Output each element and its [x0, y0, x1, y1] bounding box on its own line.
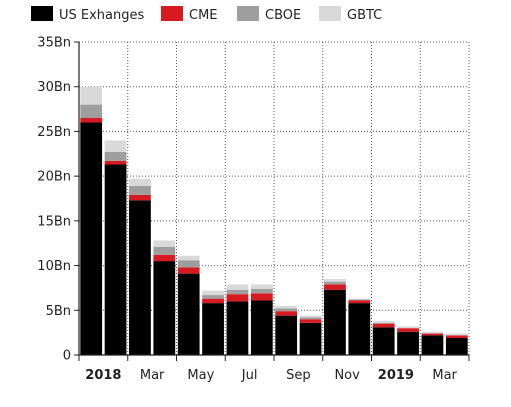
- bar-2018-06-series-2: [202, 295, 224, 299]
- legend-label-3: GBTC: [347, 8, 382, 23]
- bar-2018-05-series-1: [177, 267, 200, 274]
- legend-label-1: CME: [189, 8, 218, 23]
- axes: [78, 42, 470, 361]
- x-tick-label-1: Mar: [140, 368, 165, 383]
- y-tick-label-1: 5Bn: [46, 304, 71, 319]
- bar-2018-09-series-0: [275, 315, 298, 355]
- legend-swatch-3: [319, 6, 341, 21]
- bar-2019-02-series-0: [397, 331, 419, 355]
- bar-2018-12-series-3: [348, 298, 371, 300]
- bar-2018-08-series-3: [250, 284, 273, 289]
- bar-2018-09-series-2: [275, 308, 298, 312]
- bar-2018-12-series-2: [348, 299, 371, 301]
- bar-2018-04-series-0: [153, 261, 176, 355]
- bar-2018-01-series-1: [80, 118, 103, 123]
- y-tick-label-0: 0: [63, 349, 71, 364]
- bar-2018-06-series-3: [202, 290, 224, 296]
- x-tick-label-3: Jul: [241, 368, 258, 383]
- y-tick-label-3: 15Bn: [37, 214, 71, 229]
- bar-2019-04-series-1: [445, 335, 468, 339]
- legend-swatch-2: [237, 6, 259, 21]
- x-tick-label-2: May: [187, 368, 214, 383]
- bar-2018-07-series-2: [226, 289, 249, 295]
- bar-2018-09-series-3: [275, 305, 298, 309]
- x-tick-label-4: Sep: [286, 368, 311, 383]
- bar-2018-03-series-1: [129, 194, 151, 201]
- bar-2018-03-series-3: [129, 178, 151, 186]
- bar-2019-01-series-3: [372, 321, 395, 323]
- bar-2018-08-series-0: [250, 300, 273, 355]
- bar-2018-01-series-0: [80, 122, 103, 355]
- x-tick-label-0: 2018: [85, 368, 121, 383]
- bar-2018-12-series-0: [348, 303, 371, 355]
- y-tick-label-6: 30Bn: [37, 80, 71, 95]
- bar-2018-10-series-3: [299, 315, 322, 318]
- bar-2018-02-series-0: [104, 164, 127, 355]
- bar-2018-09-series-1: [275, 311, 298, 316]
- legend: US Exhanges CME CBOE GBTC: [31, 6, 382, 23]
- x-tick-label-7: Mar: [432, 368, 457, 383]
- legend-label-2: CBOE: [265, 8, 301, 23]
- bar-2019-02-series-1: [397, 328, 419, 332]
- bar-2018-03-series-0: [129, 200, 151, 355]
- bar-2018-11-series-1: [324, 284, 346, 290]
- bar-2018-07-series-3: [226, 284, 249, 290]
- bar-2018-02-series-2: [104, 151, 127, 161]
- bar-2018-08-series-2: [250, 288, 273, 294]
- legend-swatch-0: [31, 6, 53, 21]
- bar-2019-04-series-0: [445, 338, 468, 355]
- bar-2018-06-series-0: [202, 303, 224, 355]
- bar-2018-01-series-3: [80, 86, 103, 105]
- bar-2018-04-series-3: [153, 240, 176, 247]
- bar-2018-05-series-3: [177, 255, 200, 261]
- bar-2019-03-series-0: [421, 335, 444, 355]
- bar-2018-07-series-1: [226, 294, 249, 302]
- bar-2019-03-series-1: [421, 333, 444, 336]
- legend-label-0: US Exhanges: [59, 8, 145, 23]
- bar-2018-10-series-0: [299, 322, 322, 355]
- bar-2019-01-series-1: [372, 323, 395, 328]
- legend-swatch-1: [161, 6, 183, 21]
- grid: [74, 41, 470, 356]
- bar-2018-02-series-3: [104, 140, 127, 152]
- bar-2018-04-series-1: [153, 254, 176, 262]
- bar-2018-02-series-1: [104, 160, 127, 165]
- bars: [80, 86, 468, 355]
- bar-2018-11-series-3: [324, 278, 346, 282]
- y-tick-label-2: 10Bn: [37, 259, 71, 274]
- bar-2018-11-series-2: [324, 281, 346, 285]
- bar-2019-02-series-3: [397, 326, 419, 329]
- bar-2019-03-series-3: [421, 331, 444, 334]
- bar-2018-10-series-2: [299, 317, 322, 320]
- bar-2018-05-series-2: [177, 260, 200, 268]
- bar-2018-03-series-2: [129, 185, 151, 195]
- y-tick-label-4: 20Bn: [37, 170, 71, 185]
- bar-2018-07-series-0: [226, 301, 249, 355]
- bar-2018-06-series-1: [202, 298, 224, 304]
- x-tick-labels: 2018 Mar May Jul Sep Nov 2019 Mar: [85, 368, 457, 383]
- bar-2018-11-series-0: [324, 289, 346, 355]
- bar-2019-01-series-2: [372, 322, 395, 324]
- x-tick-label-6: 2019: [378, 368, 414, 383]
- bar-2018-08-series-1: [250, 293, 273, 301]
- y-tick-labels: 0 5Bn 10Bn 15Bn 20Bn 25Bn 30Bn 35Bn: [37, 36, 71, 364]
- bar-2019-04-series-3: [445, 333, 468, 336]
- bar-2018-01-series-2: [80, 104, 103, 119]
- bar-2018-10-series-1: [299, 319, 322, 323]
- bar-2019-01-series-0: [372, 327, 395, 355]
- y-tick-label-5: 25Bn: [37, 125, 71, 140]
- x-tick-label-5: Nov: [334, 368, 360, 383]
- bar-2018-04-series-2: [153, 246, 176, 255]
- y-tick-label-7: 35Bn: [37, 36, 71, 51]
- bar-2018-05-series-0: [177, 273, 200, 355]
- bar-2018-12-series-1: [348, 300, 371, 304]
